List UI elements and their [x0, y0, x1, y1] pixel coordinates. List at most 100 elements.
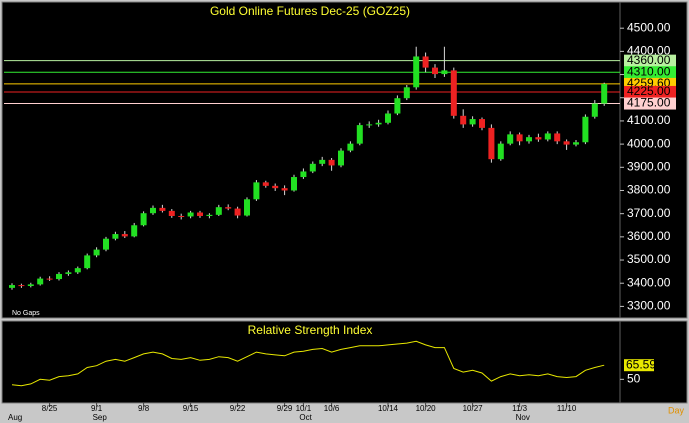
x-tick-label: 10/27	[463, 404, 484, 413]
month-label: Nov	[516, 413, 530, 422]
candle-body	[432, 67, 438, 75]
x-tick-label: 9/29	[277, 404, 293, 413]
candle-body	[168, 210, 175, 216]
candle-body	[272, 185, 279, 189]
level-label-box	[624, 97, 676, 110]
x-tick-label: 11/10	[557, 404, 577, 413]
y-tick-label: 3600.00	[627, 229, 671, 243]
candle-body	[187, 212, 194, 217]
chart-title: Gold Online Futures Dec-25 (GOZ25)	[210, 4, 410, 18]
candle-body	[535, 137, 542, 140]
candle-body	[262, 182, 269, 186]
candle-body	[488, 127, 495, 160]
x-tick-label: 10/14	[378, 404, 399, 413]
x-tick-label: 9/15	[183, 404, 199, 413]
rsi-title: Relative Strength Index	[248, 323, 373, 337]
candle-body	[516, 134, 523, 142]
candle-body	[300, 171, 307, 178]
candle-body	[159, 207, 166, 211]
level-label: 4225.00	[627, 84, 671, 98]
y-tick-label: 4000.00	[627, 136, 671, 150]
candle-body	[573, 142, 579, 145]
level-label-box	[624, 54, 676, 67]
y-tick-label: 3400.00	[627, 275, 671, 289]
candle-body	[37, 278, 44, 285]
candle-body	[403, 87, 410, 99]
candle-body	[375, 122, 382, 125]
y-tick-label: 4100.00	[627, 113, 671, 127]
y-tick-label: 3700.00	[627, 206, 671, 220]
candle-body	[253, 182, 260, 200]
candle-body	[84, 255, 91, 269]
candle-body	[18, 285, 25, 287]
candle-body	[74, 268, 81, 273]
candle-body	[46, 278, 53, 280]
x-tick-label: 10/6	[324, 404, 340, 413]
candle-body	[244, 199, 250, 216]
level-label-box	[624, 85, 676, 98]
candle-body	[215, 207, 222, 215]
candle-body	[469, 119, 476, 125]
candle-body	[366, 124, 373, 126]
rsi-value-label: 65.59	[626, 357, 656, 371]
candle-body	[178, 215, 185, 217]
y-tick-label: 3800.00	[627, 183, 671, 197]
month-label: Aug	[8, 413, 22, 422]
candle-body	[497, 143, 504, 160]
month-label: Sep	[93, 413, 108, 422]
level-label: 4175.00	[627, 96, 671, 110]
candle-body	[319, 159, 326, 164]
y-tick-label: 3500.00	[627, 252, 671, 266]
x-axis-label: Day	[668, 405, 685, 415]
y-tick-label: 4400.00	[627, 44, 671, 58]
candle-body	[460, 115, 467, 125]
y-tick-label: 50	[627, 372, 641, 386]
candle-body	[385, 113, 391, 123]
candle-body	[9, 285, 15, 288]
candle-body	[103, 238, 109, 250]
candle-body	[131, 225, 138, 237]
candle-body	[309, 163, 316, 172]
candle-body	[225, 207, 232, 209]
candle-body	[479, 119, 485, 128]
candle-body	[526, 137, 532, 142]
candle-body	[93, 249, 100, 256]
candle-body	[347, 143, 354, 151]
candle-body	[27, 284, 34, 287]
candle-body	[281, 188, 288, 191]
candle-body	[601, 83, 608, 104]
candle-body	[582, 116, 589, 143]
x-tick-label: 9/8	[138, 404, 150, 413]
candle-body	[338, 150, 344, 166]
candle-body	[121, 234, 128, 237]
level-label: 4360.00	[627, 53, 671, 67]
candle-body	[150, 207, 156, 214]
y-tick-label: 3300.00	[627, 299, 671, 313]
rsi-line	[11, 340, 605, 387]
candle-body	[291, 177, 297, 191]
rsi-value-box	[624, 359, 654, 372]
y-tick-label: 4500.00	[627, 20, 671, 34]
level-label: 4310.00	[627, 64, 671, 78]
x-tick-label: 10/20	[416, 404, 437, 413]
candle-body	[197, 212, 203, 216]
candle-body	[112, 234, 119, 239]
candle-body	[140, 213, 147, 226]
candle-body	[422, 56, 429, 68]
candle-body	[563, 141, 570, 145]
candle-body	[328, 159, 335, 166]
rsi-panel	[1, 320, 688, 404]
candle-body	[591, 103, 598, 117]
candle-body	[65, 272, 72, 274]
x-tick-label: 10/1	[296, 404, 312, 413]
candle-body	[356, 125, 363, 144]
candle-body	[206, 214, 213, 216]
x-tick-label: 8/25	[42, 404, 58, 413]
candle-body	[234, 208, 241, 216]
x-tick-label: 11/3	[512, 404, 528, 413]
x-tick-label: 9/22	[230, 404, 246, 413]
price-panel	[1, 1, 688, 319]
month-label: Oct	[299, 413, 312, 422]
candle-body	[394, 98, 401, 114]
